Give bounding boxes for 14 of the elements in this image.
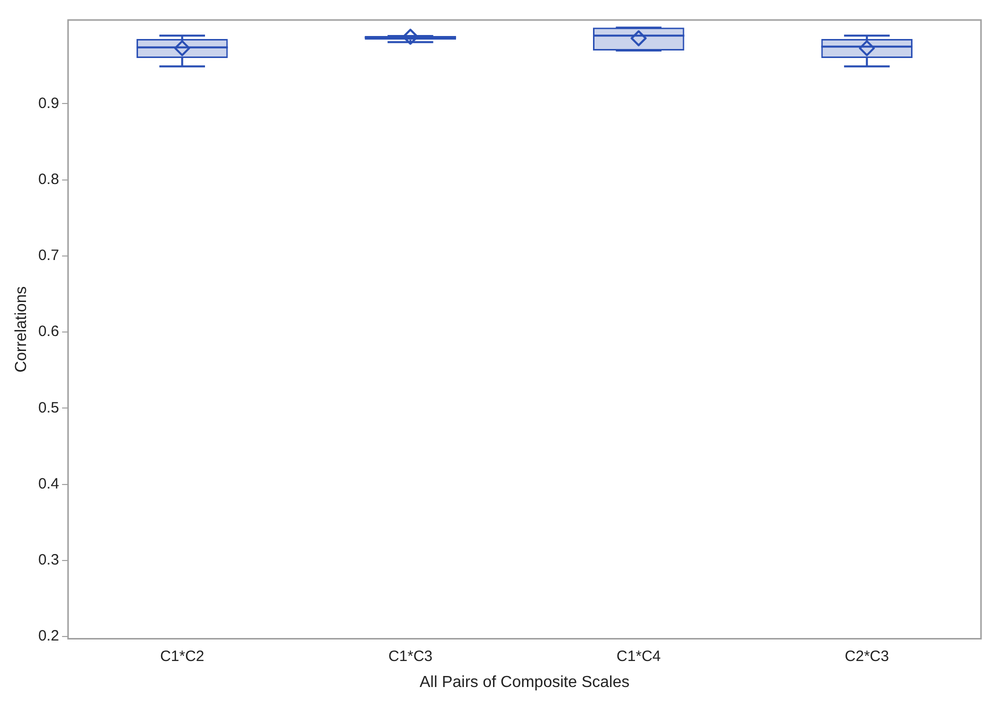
- y-tick-label: 0.6: [38, 323, 60, 340]
- x-tick-label: C1*C4: [616, 648, 661, 665]
- y-tick-label: 0.9: [38, 94, 60, 112]
- y-tick-label: 0.8: [38, 170, 60, 188]
- y-tick-label: 0.5: [38, 399, 60, 416]
- y-tick-label: 0.4: [38, 475, 60, 492]
- y-axis-title: Correlations: [13, 286, 30, 373]
- y-tick-label: 0.7: [38, 247, 60, 264]
- x-tick-label: C1*C2: [160, 648, 204, 665]
- x-tick-label: C2*C3: [844, 648, 889, 665]
- y-tick-label: 0.3: [38, 552, 60, 569]
- x-axis-title: All Pairs of Composite Scales: [420, 674, 630, 691]
- y-tick-label: 0.2: [38, 628, 60, 645]
- x-tick-label: C1*C3: [388, 648, 432, 665]
